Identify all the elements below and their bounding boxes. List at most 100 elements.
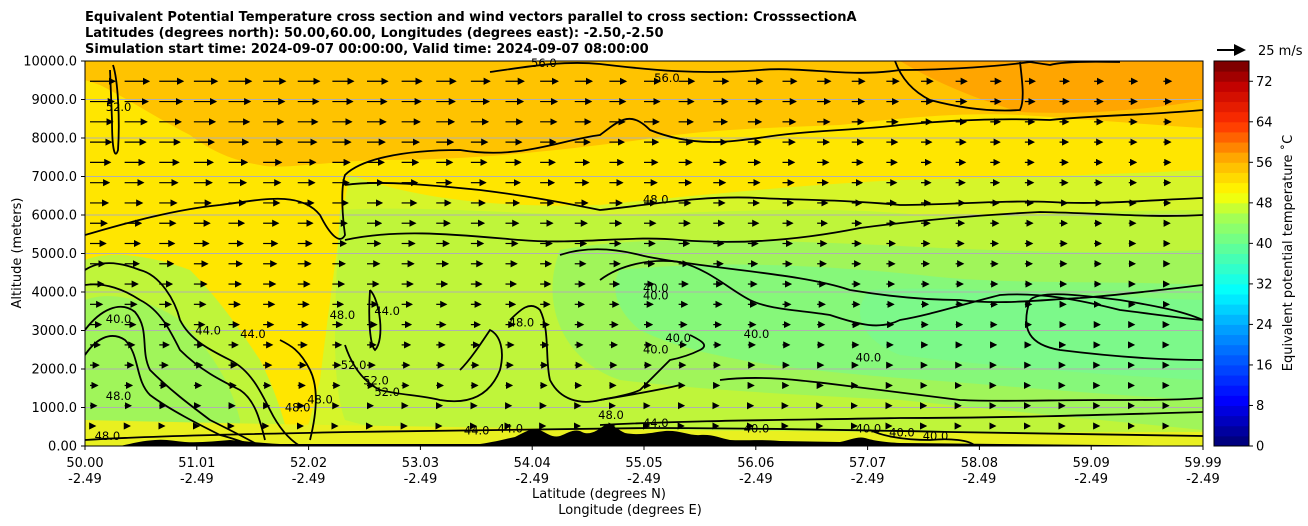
colorbar-segment — [1214, 415, 1249, 427]
terrain — [85, 424, 1203, 446]
contour-52-lobe — [344, 328, 503, 403]
x-tick-label-lon: -2.49 — [515, 472, 549, 487]
x-tick-label-lon: -2.49 — [180, 472, 214, 487]
quiver-key: 25 m/s — [1217, 44, 1303, 59]
y-tick-label: 8000.0 — [32, 132, 78, 147]
x-tick-label-lat: 51.01 — [178, 456, 215, 471]
x-tick-label-lon: -2.49 — [1186, 472, 1220, 487]
contour-label: 40.0 — [744, 422, 770, 436]
y-tick-label: 2000.0 — [32, 363, 78, 378]
wind-vectors — [89, 77, 1173, 430]
colorbar-tick-label: 24 — [1256, 318, 1273, 333]
colorbar-segment — [1214, 192, 1249, 204]
contour-44-mid2 — [599, 334, 705, 401]
colorbar-segment — [1214, 243, 1249, 254]
contour-label: 40.0 — [643, 281, 669, 295]
contour-label: 48.0 — [598, 408, 624, 422]
colorbar-tick-label: 56 — [1256, 156, 1273, 171]
y-axis: 0.00 1000.0 2000.0 3000.0 4000.0 5000.0 6000.0… — [23, 55, 85, 455]
colorbar-segment — [1214, 425, 1249, 437]
contour-label: 40.0 — [665, 331, 691, 345]
colorbar-segment — [1214, 61, 1249, 72]
y-tick-label: 6000.0 — [32, 209, 78, 224]
contour-label: 40.0 — [889, 425, 915, 439]
contour-lines — [85, 61, 1203, 446]
contour-label: 40.0 — [856, 350, 882, 364]
contour-label: 56.0 — [654, 71, 680, 85]
colorbar-segment — [1214, 395, 1249, 406]
colorbar-segment — [1214, 182, 1249, 194]
colorbar-segment — [1214, 344, 1249, 356]
colorbar-segment — [1214, 212, 1249, 224]
x-tick-label-lat: 55.05 — [625, 456, 662, 471]
x-tick-label-lon: -2.49 — [963, 472, 997, 487]
x-axis: 50.00-2.4951.01-2.4952.02-2.4953.03-2.49… — [66, 446, 1222, 487]
colorbar-tick-label: 32 — [1256, 277, 1273, 292]
x-tick-label-lat: 59.99 — [1184, 456, 1221, 471]
y-tick-label: 1000.0 — [32, 401, 78, 416]
quiver-key-label: 25 m/s — [1258, 44, 1303, 59]
colorbar-tick-label: 16 — [1256, 358, 1273, 373]
y-tick-label: 10000.0 — [23, 55, 77, 70]
colorbar-segment — [1214, 405, 1249, 417]
y-tick-label: 0.00 — [48, 440, 77, 455]
colorbar-segment — [1214, 354, 1249, 366]
colorbar-tick-label: 40 — [1256, 237, 1273, 252]
colorbar-segment — [1214, 121, 1249, 133]
contour-40-lower — [719, 377, 1203, 402]
contour-label: 44.0 — [240, 327, 266, 341]
x-axis-label-2: Longitude (degrees E) — [558, 503, 702, 518]
colorbar-segment — [1214, 314, 1249, 325]
x-tick-label-lat: 50.00 — [66, 456, 103, 471]
colorbar-segment — [1214, 283, 1249, 295]
contour-40-surface — [869, 429, 976, 446]
contour-label: 40.0 — [106, 312, 132, 326]
colorbar-segment — [1214, 152, 1249, 163]
title-line-1: Equivalent Potential Temperature cross s… — [85, 10, 857, 25]
contour-40-left — [85, 305, 261, 446]
contour-label: 44.0 — [195, 323, 221, 337]
colorbar-tick-label: 64 — [1256, 115, 1273, 130]
x-tick-label-lon: -2.49 — [1074, 472, 1108, 487]
contour-label: 44.0 — [464, 423, 490, 437]
y-tick-label: 9000.0 — [32, 93, 78, 108]
colorbar-segment — [1214, 91, 1249, 103]
y-tick-label: 3000.0 — [32, 324, 78, 339]
colorbar-segment — [1214, 304, 1249, 315]
contour-56-right — [894, 61, 1024, 112]
contour-label: 52.0 — [374, 385, 400, 399]
contour-labels: 56.0 56.0 52.0 48.0 40.0 40.0 40.0 44.0 44.0 48.0… — [95, 56, 949, 443]
contour-label: 44.0 — [374, 304, 400, 318]
contour-40-left-inner — [85, 335, 261, 446]
contour-label: 52.0 — [341, 358, 367, 372]
colorbar-segment — [1214, 172, 1249, 184]
y-axis-label: Altitude (meters) — [10, 198, 25, 309]
contour-label: 56.0 — [531, 56, 557, 70]
colorbar-segment — [1214, 111, 1249, 123]
colorbar-frame — [1213, 60, 1250, 447]
colorbar-segment — [1214, 263, 1249, 275]
y-tick-label: 5000.0 — [32, 247, 78, 262]
x-tick-label-lon: -2.49 — [292, 472, 326, 487]
contour-label: 52.0 — [106, 100, 132, 114]
colorbar-segment — [1214, 253, 1249, 265]
y-tick-label: 4000.0 — [32, 286, 78, 301]
x-tick-label-lon: -2.49 — [68, 472, 102, 487]
colorbar-segment — [1214, 375, 1249, 386]
contour-48-lower — [344, 211, 1203, 243]
x-tick-label-lat: 58.08 — [961, 456, 998, 471]
colorbar-tick-label: 48 — [1256, 196, 1273, 211]
colorbar-segment — [1214, 273, 1249, 285]
colorbar-segment — [1214, 142, 1249, 153]
x-tick-label-lat: 59.09 — [1073, 456, 1110, 471]
contour-44-lower — [599, 411, 1203, 426]
contour-label: 52.0 — [363, 373, 389, 387]
colorbar: 0 8 16 24 32 40 48 56 64 72 — [1213, 60, 1273, 455]
x-tick-label-lat: 57.07 — [849, 456, 886, 471]
colorbar-segment — [1214, 223, 1249, 234]
colorbar-segment — [1214, 233, 1249, 244]
colorbar-segment — [1214, 334, 1249, 346]
contour-label: 48.0 — [285, 400, 311, 414]
contour-label: 40.0 — [856, 422, 882, 436]
colorbar-tick-label: 0 — [1256, 440, 1264, 455]
